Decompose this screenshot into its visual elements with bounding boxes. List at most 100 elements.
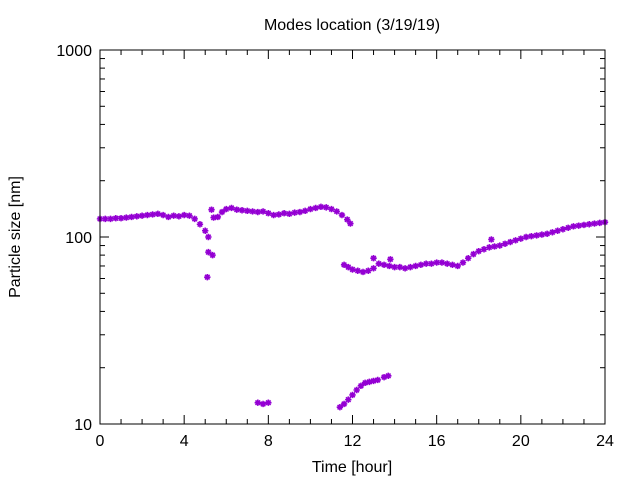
data-point xyxy=(244,207,251,215)
data-point xyxy=(336,403,344,411)
data-point xyxy=(333,208,340,215)
data-point xyxy=(345,263,352,271)
data-point xyxy=(549,229,556,236)
data-point xyxy=(375,260,383,267)
data-point xyxy=(465,255,472,262)
data-point xyxy=(365,267,372,274)
data-point xyxy=(575,222,582,229)
data-point xyxy=(102,215,109,223)
x-tick-label: 8 xyxy=(264,433,273,450)
data-point xyxy=(353,386,360,394)
data-point xyxy=(533,232,540,239)
data-point xyxy=(407,263,414,271)
data-point xyxy=(223,205,230,213)
data-point xyxy=(370,265,377,272)
data-point xyxy=(374,376,381,384)
plot-frame xyxy=(99,49,606,425)
data-point xyxy=(249,208,256,215)
data-point xyxy=(307,205,314,213)
data-point xyxy=(543,230,551,238)
y-tick-label: 1000 xyxy=(56,43,92,60)
x-axis-label: Time [hour] xyxy=(312,459,392,476)
data-point xyxy=(133,213,141,220)
x-tick-label: 0 xyxy=(96,433,105,450)
data-point xyxy=(496,242,503,249)
data-point xyxy=(370,255,377,262)
data-point xyxy=(387,256,394,263)
data-point xyxy=(475,247,482,255)
data-point xyxy=(218,208,226,216)
data-point xyxy=(138,212,146,219)
data-point xyxy=(159,211,167,219)
data-point xyxy=(380,373,388,381)
data-point xyxy=(165,213,172,221)
data-point xyxy=(370,377,377,385)
data-point xyxy=(417,261,425,269)
data-point xyxy=(354,267,361,274)
data-point xyxy=(128,213,135,221)
data-point xyxy=(259,208,267,215)
data-point xyxy=(396,263,404,271)
data-point xyxy=(265,399,272,406)
data-point xyxy=(512,237,519,244)
data-point xyxy=(554,227,561,234)
data-point xyxy=(449,261,456,269)
data-point xyxy=(361,379,369,387)
data-point xyxy=(112,215,119,222)
data-point xyxy=(488,236,495,243)
data-point xyxy=(296,208,304,216)
data-point xyxy=(196,221,204,228)
data-point xyxy=(349,266,356,273)
data-point xyxy=(238,207,246,214)
data-point xyxy=(233,206,240,213)
data-point xyxy=(265,210,272,217)
data-point xyxy=(186,212,193,219)
data-point xyxy=(123,214,130,221)
data-point xyxy=(210,214,217,221)
data-point xyxy=(209,251,216,259)
data-point xyxy=(491,243,498,250)
data-point xyxy=(586,221,593,228)
data-point xyxy=(428,260,435,267)
data-point xyxy=(270,211,277,219)
data-point xyxy=(345,396,352,403)
data-point xyxy=(538,231,546,238)
data-point xyxy=(501,240,509,247)
data-point xyxy=(559,226,567,233)
data-point xyxy=(254,399,262,406)
data-point xyxy=(391,263,398,271)
chart-title: Modes location (3/19/19) xyxy=(264,17,440,34)
data-point xyxy=(328,205,335,213)
data-point xyxy=(170,212,177,219)
data-point xyxy=(401,265,409,272)
data-point xyxy=(380,261,388,269)
data-point xyxy=(480,246,488,253)
data-point xyxy=(208,206,215,213)
data-point xyxy=(275,211,283,218)
data-point xyxy=(259,400,267,408)
axis-ticks: 0 4 8 12 16 20 24 10 100 1000 xyxy=(56,43,614,450)
data-point xyxy=(322,204,330,211)
data-points xyxy=(96,203,609,411)
x-tick-label: 12 xyxy=(344,433,362,450)
data-point xyxy=(204,273,211,281)
data-point xyxy=(149,211,156,218)
y-tick-label: 100 xyxy=(65,230,92,247)
data-point xyxy=(191,215,198,223)
data-point xyxy=(202,227,209,234)
data-point xyxy=(386,262,393,270)
data-point xyxy=(340,400,348,408)
data-point xyxy=(459,259,467,266)
data-point xyxy=(117,215,125,222)
data-point xyxy=(180,211,188,219)
data-point xyxy=(175,213,183,220)
data-point xyxy=(385,372,392,380)
data-point xyxy=(522,233,530,241)
x-tick-label: 16 xyxy=(428,433,446,450)
data-point xyxy=(349,391,356,399)
data-point xyxy=(214,213,222,221)
data-point xyxy=(280,210,288,217)
y-tick-label: 10 xyxy=(74,417,92,434)
data-point xyxy=(317,203,325,211)
data-point xyxy=(344,216,351,223)
